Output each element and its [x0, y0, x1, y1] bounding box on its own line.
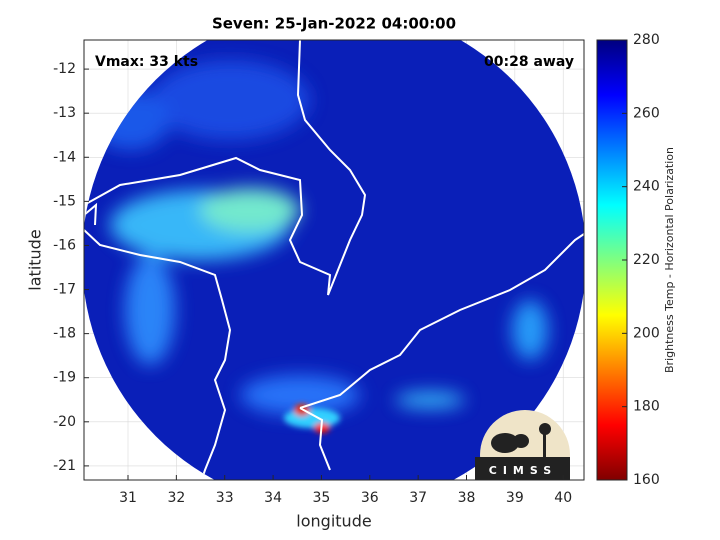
logo-text: CIMSS — [489, 464, 557, 477]
y-tick-label: -18 — [53, 326, 76, 342]
y-tick-label: -13 — [53, 105, 76, 121]
x-tick-label: 40 — [554, 490, 572, 506]
y-tick-label: -17 — [53, 282, 76, 298]
y-tick-label: -19 — [53, 370, 76, 386]
colorbar-tick-label: 200 — [633, 325, 660, 341]
plot-frame — [83, 39, 585, 481]
y-tick-label: -20 — [53, 414, 76, 430]
vmax-annotation: Vmax: 33 kts — [95, 54, 198, 70]
x-tick-label: 34 — [264, 490, 282, 506]
colorbar-tick-label: 220 — [633, 252, 660, 268]
y-axis-label: latitude — [26, 229, 45, 290]
x-tick-label: 37 — [409, 490, 427, 506]
x-tick-label: 32 — [167, 490, 185, 506]
colorbar-tick-label: 260 — [633, 105, 660, 121]
y-tick-label: -12 — [53, 61, 76, 77]
x-tick-label: 36 — [361, 490, 379, 506]
x-tick-label: 31 — [119, 490, 137, 506]
x-tick-label: 38 — [458, 490, 476, 506]
y-tick-label: -21 — [53, 458, 76, 474]
colorbar-tick-label: 280 — [633, 32, 660, 48]
away-annotation: 00:28 away — [484, 54, 574, 70]
y-tick-label: -15 — [53, 193, 76, 209]
y-tick-label: -14 — [53, 149, 76, 165]
colorbar-tick-label: 180 — [633, 399, 660, 415]
colorbar-label: Brightness Temp - Horizontal Polarizatio… — [663, 147, 676, 373]
x-tick-label: 33 — [216, 490, 234, 506]
x-tick-label: 35 — [313, 490, 331, 506]
x-tick-label: 39 — [506, 490, 524, 506]
colorbar-tick-label: 240 — [633, 179, 660, 195]
colorbar-tick-label: 160 — [633, 472, 660, 488]
title: Seven: 25-Jan-2022 04:00:00 — [212, 15, 456, 33]
x-axis-label: longitude — [296, 512, 371, 531]
y-tick-label: -16 — [53, 237, 76, 253]
